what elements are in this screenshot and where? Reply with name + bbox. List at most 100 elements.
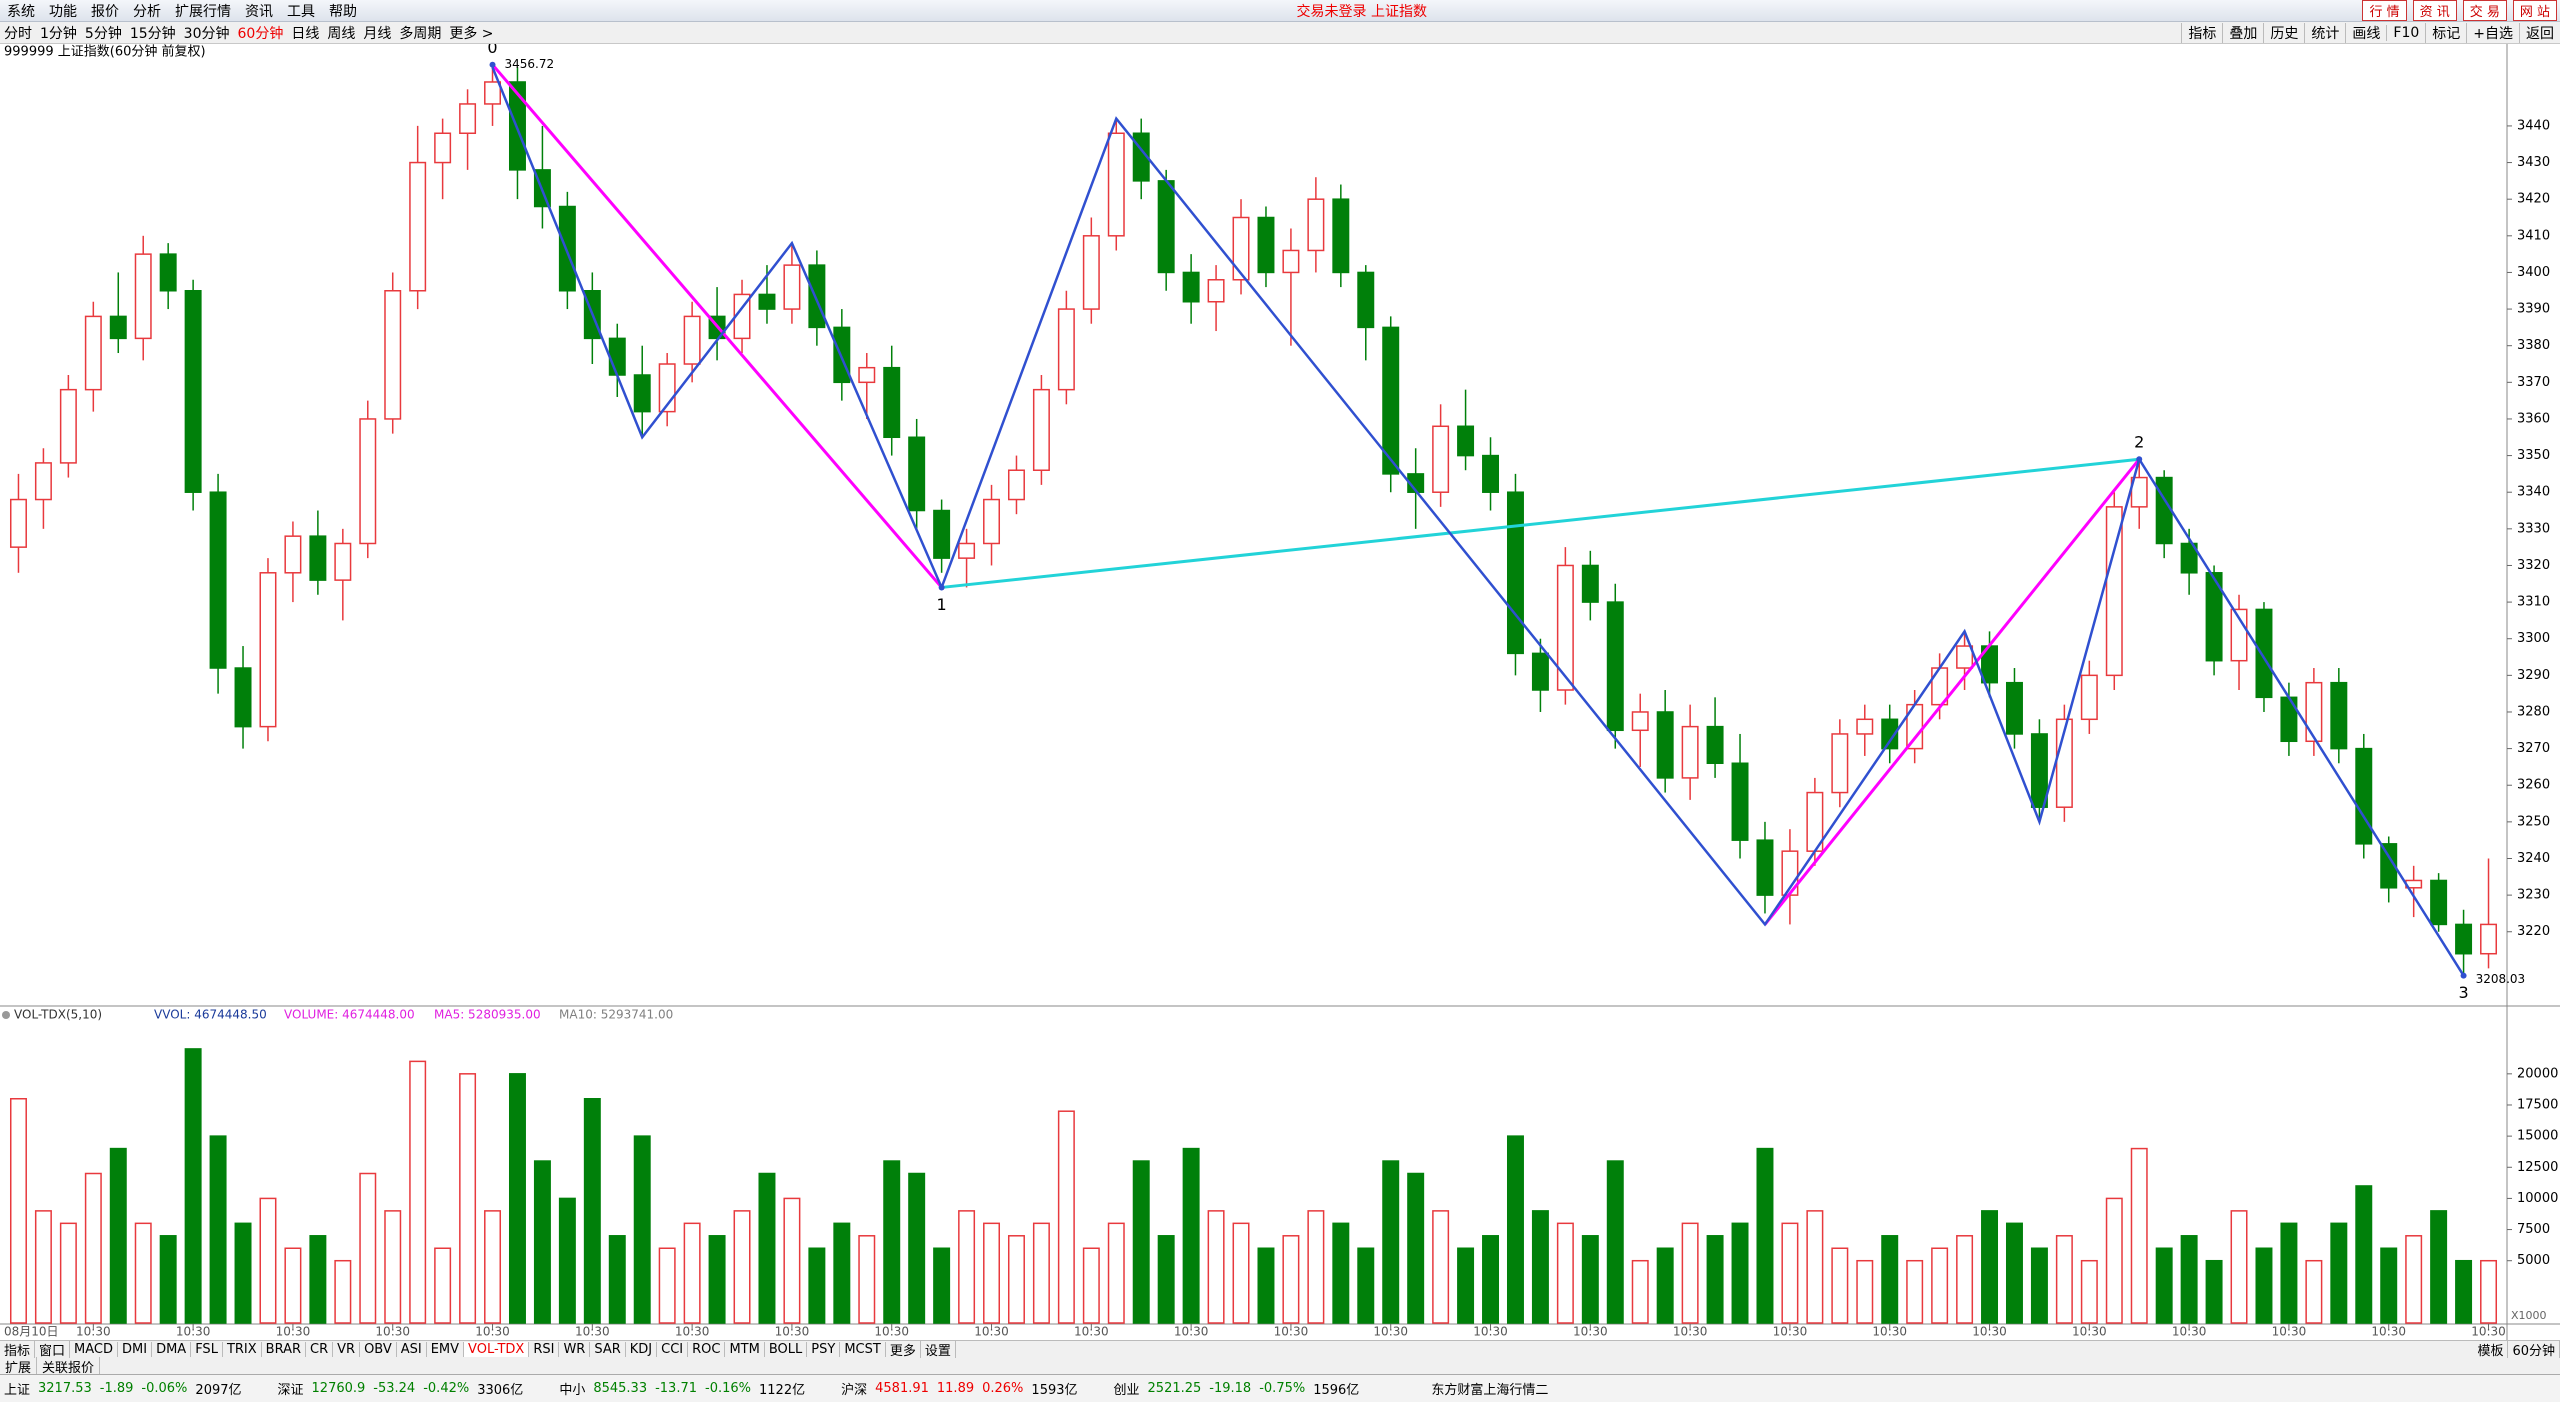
menu-item[interactable]: 分析 xyxy=(133,3,161,20)
indicator-tab[interactable]: ROC xyxy=(688,1342,726,1357)
indicator-tab[interactable]: MCST xyxy=(840,1342,886,1357)
volume-bar xyxy=(1157,1235,1175,1324)
tool-button[interactable]: F10 xyxy=(2386,24,2425,41)
period-button[interactable]: 周线 xyxy=(327,25,356,42)
indicator-tab[interactable]: WR xyxy=(559,1342,591,1357)
tool-button[interactable]: 画线 xyxy=(2345,22,2386,43)
candle-body xyxy=(1257,216,1275,274)
volume-bar xyxy=(1731,1222,1749,1324)
volume-icon xyxy=(2,1011,10,1019)
template-button[interactable]: 模板 xyxy=(2473,1340,2509,1359)
candle-body xyxy=(159,253,177,292)
indicator-tab[interactable]: ASI xyxy=(397,1342,427,1357)
candle-body xyxy=(409,161,427,292)
period-button[interactable]: 1分钟 xyxy=(40,25,77,42)
indicator-tab[interactable]: 更多 xyxy=(886,1340,921,1359)
volume-bar xyxy=(1182,1147,1200,1324)
pivot-point xyxy=(2136,456,2143,463)
indicator-tab[interactable]: CR xyxy=(306,1342,334,1357)
volume-bar xyxy=(484,1210,502,1324)
tool-button[interactable]: 标记 xyxy=(2425,22,2466,43)
y-tick-label: 12500 xyxy=(2517,1160,2558,1175)
menu-item[interactable]: 资讯 xyxy=(245,3,273,20)
volume-bar xyxy=(1856,1259,1874,1324)
indicator-tab[interactable]: BRAR xyxy=(262,1342,307,1357)
indicator-tab[interactable]: PSY xyxy=(807,1342,841,1357)
indicator-tab[interactable]: RSI xyxy=(529,1342,560,1357)
indicator-tab[interactable]: OBV xyxy=(360,1342,397,1357)
indicator-tab[interactable]: 窗口 xyxy=(35,1340,71,1359)
menu-item[interactable]: 扩展行情 xyxy=(175,3,231,20)
indicator-tab[interactable]: 设置 xyxy=(921,1340,956,1359)
pivot-label: 2 xyxy=(2134,433,2144,452)
x-tick-label: 10:30 xyxy=(1473,1325,1508,1339)
indicator-tab[interactable]: EMV xyxy=(427,1342,465,1357)
candle-body xyxy=(2130,476,2148,508)
x-tick-label: 10:30 xyxy=(575,1325,610,1339)
menu-button[interactable]: 资 讯 xyxy=(2412,0,2457,21)
indicator-tab[interactable]: FSL xyxy=(191,1342,223,1357)
indicator-tab[interactable]: KDJ xyxy=(626,1342,658,1357)
extra-tab[interactable]: 扩展 xyxy=(0,1356,38,1376)
indicator-tab[interactable]: DMI xyxy=(118,1342,153,1357)
menu-item[interactable]: 功能 xyxy=(49,3,77,20)
indicator-tab[interactable]: 指标 xyxy=(0,1340,36,1359)
y-tick-label: 10000 xyxy=(2517,1191,2558,1206)
tool-button[interactable]: 返回 xyxy=(2519,22,2560,43)
candle-body xyxy=(1457,425,1475,457)
candle-body xyxy=(1107,132,1125,237)
volume-bar xyxy=(1382,1160,1400,1324)
period-button[interactable]: 5分钟 xyxy=(84,25,122,42)
candle-body xyxy=(1082,235,1100,310)
volume-header: MA10: 5293741.00 xyxy=(559,1008,673,1022)
indicator-tab[interactable]: VOL-TDX xyxy=(464,1342,530,1357)
menu-item[interactable]: 报价 xyxy=(91,3,119,20)
tool-button[interactable]: 叠加 xyxy=(2222,22,2263,43)
indicator-tab[interactable]: TRIX xyxy=(223,1342,262,1357)
volume-bar xyxy=(1781,1222,1799,1324)
volume-bar xyxy=(1457,1247,1475,1324)
tool-button[interactable]: +自选 xyxy=(2466,22,2519,43)
volume-bar xyxy=(2205,1259,2223,1324)
indicator-tab[interactable]: VR xyxy=(333,1342,361,1357)
candle-body xyxy=(1057,308,1075,391)
menu-item[interactable]: 系统 xyxy=(7,3,35,20)
volume-bar xyxy=(2455,1259,2473,1324)
volume-bar xyxy=(1007,1235,1025,1324)
candle-body xyxy=(683,315,701,365)
menu-button[interactable]: 交 易 xyxy=(2462,0,2507,21)
period-button[interactable]: 更多 > xyxy=(449,25,494,42)
volume-bar xyxy=(1906,1259,1924,1324)
period-button[interactable]: 多周期 xyxy=(399,25,442,42)
period-button[interactable]: 15分钟 xyxy=(129,25,176,42)
indicator-tab[interactable]: SAR xyxy=(590,1342,626,1357)
indicator-tab[interactable]: DMA xyxy=(152,1342,192,1357)
candle-body xyxy=(1706,725,1724,765)
menu-item[interactable]: 帮助 xyxy=(329,3,357,20)
period-button[interactable]: 分时 xyxy=(4,25,32,42)
period-button[interactable]: 30分钟 xyxy=(183,25,230,42)
status-field: 4581.91 xyxy=(875,1381,929,1396)
candle-body xyxy=(958,542,976,559)
indicator-tab[interactable]: CCI xyxy=(657,1342,689,1357)
indicator-tab[interactable]: MTM xyxy=(725,1342,765,1357)
extra-tab[interactable]: 关联报价 xyxy=(37,1356,101,1376)
menu-item[interactable]: 工具 xyxy=(287,3,315,20)
y-tick-label: 3360 xyxy=(2517,411,2550,426)
volume-bar xyxy=(1332,1222,1350,1324)
indicator-tab[interactable]: BOLL xyxy=(765,1342,808,1357)
period-button[interactable]: 60分钟 xyxy=(237,25,284,42)
volume-bar xyxy=(958,1210,976,1324)
volume-bar xyxy=(309,1235,327,1324)
period-button[interactable]: 日线 xyxy=(291,25,320,42)
status-field: 深证 xyxy=(277,1383,304,1398)
tool-button[interactable]: 历史 xyxy=(2263,22,2304,43)
status-field: 12760.9 xyxy=(311,1381,366,1396)
tool-button[interactable]: 指标 xyxy=(2181,22,2222,43)
menu-button[interactable]: 网 站 xyxy=(2512,0,2558,21)
indicator-tab[interactable]: MACD xyxy=(70,1342,118,1357)
x-tick-label: 10:30 xyxy=(874,1325,909,1339)
tool-button[interactable]: 统计 xyxy=(2304,22,2345,43)
menu-button[interactable]: 行 情 xyxy=(2362,0,2407,21)
period-button[interactable]: 月线 xyxy=(363,25,392,42)
